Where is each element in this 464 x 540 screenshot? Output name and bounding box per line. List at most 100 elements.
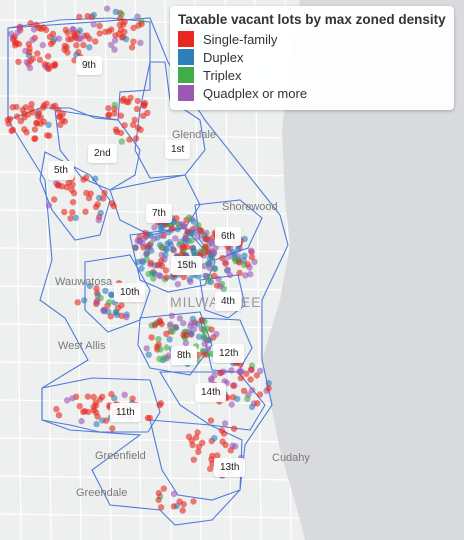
district-label-5th[interactable]: 5th bbox=[48, 161, 74, 180]
vacant-lot-marker bbox=[46, 33, 54, 40]
vacant-lot-marker bbox=[97, 209, 104, 217]
vacant-lot-marker bbox=[217, 369, 224, 377]
vacant-lot-marker bbox=[241, 252, 248, 259]
vacant-lot-marker bbox=[44, 61, 52, 69]
vacant-lot-marker bbox=[55, 35, 63, 42]
vacant-lot-marker bbox=[31, 135, 38, 142]
vacant-lot-marker bbox=[42, 26, 50, 34]
vacant-lot-marker bbox=[90, 21, 97, 28]
vacant-lot-marker bbox=[138, 265, 145, 272]
vacant-lot-marker bbox=[265, 380, 272, 387]
vacant-lot-marker bbox=[126, 136, 133, 143]
vacant-lot-marker bbox=[176, 498, 183, 505]
vacant-lot-marker bbox=[125, 98, 132, 106]
district-label-15th[interactable]: 15th bbox=[171, 256, 203, 275]
vacant-lot-marker bbox=[176, 315, 184, 322]
vacant-lot-marker bbox=[220, 430, 228, 437]
vacant-lot-marker bbox=[147, 259, 155, 267]
district-label-10th[interactable]: 10th bbox=[114, 283, 146, 302]
vacant-lot-marker bbox=[163, 344, 170, 351]
district-label-11th[interactable]: 11th bbox=[110, 403, 141, 422]
vacant-lot-marker bbox=[151, 270, 158, 277]
road bbox=[44, 0, 52, 540]
vacant-lot-marker bbox=[207, 417, 215, 424]
vacant-lot-marker bbox=[111, 101, 118, 109]
legend-item-triplex: Triplex bbox=[178, 66, 446, 84]
vacant-lot-marker bbox=[121, 122, 128, 129]
vacant-lot-marker bbox=[74, 299, 81, 306]
legend-label: Single-family bbox=[203, 31, 278, 47]
vacant-lot-marker bbox=[231, 255, 239, 262]
vacant-lot-marker bbox=[142, 229, 149, 237]
vacant-lot-marker bbox=[34, 113, 42, 120]
vacant-lot-marker bbox=[110, 202, 117, 210]
vacant-lot-marker bbox=[163, 246, 170, 254]
vacant-lot-marker bbox=[9, 104, 16, 111]
vacant-lot-marker bbox=[169, 246, 177, 253]
vacant-lot-marker bbox=[236, 368, 243, 375]
district-label-7th[interactable]: 7th bbox=[146, 204, 172, 223]
vacant-lot-marker bbox=[121, 391, 128, 398]
vacant-lot-marker bbox=[169, 224, 176, 232]
vacant-lot-marker bbox=[179, 507, 186, 514]
district-label-12th[interactable]: 12th bbox=[213, 344, 245, 363]
legend-swatch bbox=[178, 31, 194, 47]
vacant-lot-marker bbox=[248, 254, 256, 261]
vacant-lot-marker bbox=[76, 27, 84, 34]
vacant-lot-marker bbox=[26, 64, 34, 72]
vacant-lot-marker bbox=[45, 121, 52, 128]
vacant-lot-marker bbox=[63, 184, 70, 191]
vacant-lot-marker bbox=[112, 126, 120, 133]
vacant-lot-marker bbox=[180, 273, 187, 281]
vacant-lot-marker bbox=[248, 366, 255, 373]
vacant-lot-marker bbox=[105, 105, 112, 112]
vacant-lot-marker bbox=[190, 456, 197, 463]
vacant-lot-marker bbox=[117, 26, 125, 33]
vacant-lot-marker bbox=[227, 447, 234, 454]
vacant-lot-marker bbox=[17, 117, 24, 125]
vacant-lot-marker bbox=[232, 443, 239, 450]
vacant-lot-marker bbox=[201, 333, 208, 340]
vacant-lot-marker bbox=[45, 202, 53, 209]
district-label-13th[interactable]: 13th bbox=[214, 458, 246, 477]
vacant-lot-marker bbox=[57, 121, 64, 128]
vacant-lot-marker bbox=[69, 209, 76, 216]
legend-item-single-family: Single-family bbox=[178, 30, 446, 48]
district-label-2nd[interactable]: 2nd bbox=[88, 144, 117, 163]
vacant-lot-marker bbox=[133, 105, 141, 113]
vacant-lot-marker bbox=[73, 42, 80, 49]
vacant-lot-marker bbox=[190, 326, 197, 333]
vacant-lot-marker bbox=[134, 97, 141, 105]
vacant-lot-marker bbox=[187, 230, 195, 237]
vacant-lot-marker bbox=[100, 195, 107, 202]
vacant-lot-marker bbox=[237, 374, 245, 382]
place-label-wauwatosa: Wauwatosa bbox=[55, 276, 113, 288]
vacant-lot-marker bbox=[213, 330, 220, 338]
vacant-lot-marker bbox=[194, 228, 202, 235]
legend-label: Triplex bbox=[203, 67, 242, 83]
vacant-lot-marker bbox=[67, 215, 74, 222]
district-label-6th[interactable]: 6th bbox=[215, 227, 241, 246]
vacant-lot-marker bbox=[102, 287, 109, 294]
district-label-4th[interactable]: 4th bbox=[215, 292, 241, 311]
vacant-lot-marker bbox=[156, 355, 163, 363]
vacant-lot-marker bbox=[178, 221, 186, 228]
vacant-lot-marker bbox=[56, 113, 63, 121]
vacant-lot-marker bbox=[186, 214, 193, 221]
vacant-lot-marker bbox=[212, 244, 219, 251]
district-label-14th[interactable]: 14th bbox=[195, 383, 227, 402]
vacant-lot-marker bbox=[82, 208, 89, 215]
vacant-lot-marker bbox=[90, 403, 97, 411]
vacant-lot-marker bbox=[112, 8, 120, 15]
vacant-lot-marker bbox=[72, 214, 80, 221]
district-boundary-13th bbox=[149, 419, 243, 501]
district-label-1st[interactable]: 1st bbox=[165, 140, 191, 159]
district-boundary-6th bbox=[194, 199, 263, 261]
district-label-8th[interactable]: 8th bbox=[171, 346, 197, 365]
vacant-lot-marker bbox=[219, 438, 226, 445]
vacant-lot-marker bbox=[102, 28, 109, 36]
district-label-9th[interactable]: 9th bbox=[76, 56, 102, 75]
road bbox=[74, 0, 82, 540]
